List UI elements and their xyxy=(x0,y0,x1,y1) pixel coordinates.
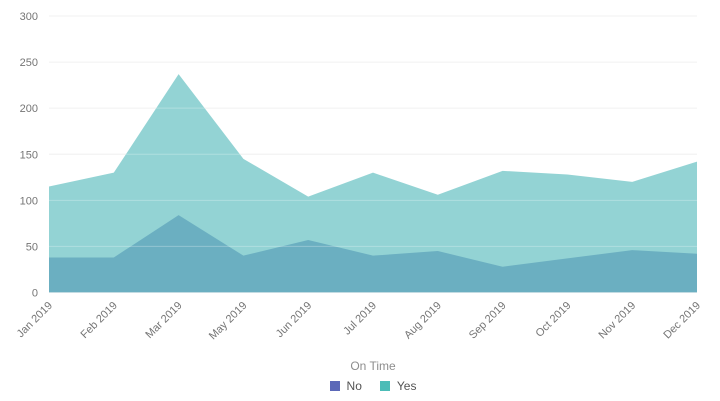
y-tick-label-150: 150 xyxy=(20,149,38,161)
y-tick-label-200: 200 xyxy=(20,103,38,115)
x-tick-label-2: Mar 2019 xyxy=(143,300,184,341)
legend-items: No Yes xyxy=(26,380,720,392)
stacked-area-chart: 0 50 100 150 200 250 300 Jan 2019 Feb 2019 Mar 20… xyxy=(15,11,703,343)
x-tick-label-10: Dec 2019 xyxy=(661,300,703,342)
area-no xyxy=(49,215,697,293)
legend-item-yes[interactable]: Yes xyxy=(379,379,417,393)
x-tick-label-6: Aug 2019 xyxy=(402,300,444,342)
legend-item-no[interactable]: No xyxy=(329,379,362,393)
legend-title: On Time xyxy=(350,359,396,373)
legend-label-yes: Yes xyxy=(396,379,417,393)
legend-swatch-yes xyxy=(379,381,390,391)
x-tick-label-9: Nov 2019 xyxy=(597,300,639,342)
x-tick-label-7: Sep 2019 xyxy=(467,300,509,342)
y-tick-label-100: 100 xyxy=(20,195,38,207)
legend-label-no: No xyxy=(346,379,362,393)
y-tick-label-0: 0 xyxy=(32,288,38,300)
x-tick-label-1: Feb 2019 xyxy=(79,300,120,341)
y-tick-label-250: 250 xyxy=(20,57,38,69)
x-tick-label-0: Jan 2019 xyxy=(15,300,55,340)
x-tick-label-4: Jun 2019 xyxy=(274,300,314,340)
x-tick-label-5: Jul 2019 xyxy=(341,300,379,338)
legend-swatch-no xyxy=(329,381,340,391)
x-tick-label-3: May 2019 xyxy=(207,300,250,343)
chart-legend: On Time No Yes xyxy=(26,359,720,392)
y-tick-label-300: 300 xyxy=(20,11,38,23)
x-tick-label-8: Oct 2019 xyxy=(533,300,573,340)
y-tick-label-50: 50 xyxy=(26,241,38,253)
